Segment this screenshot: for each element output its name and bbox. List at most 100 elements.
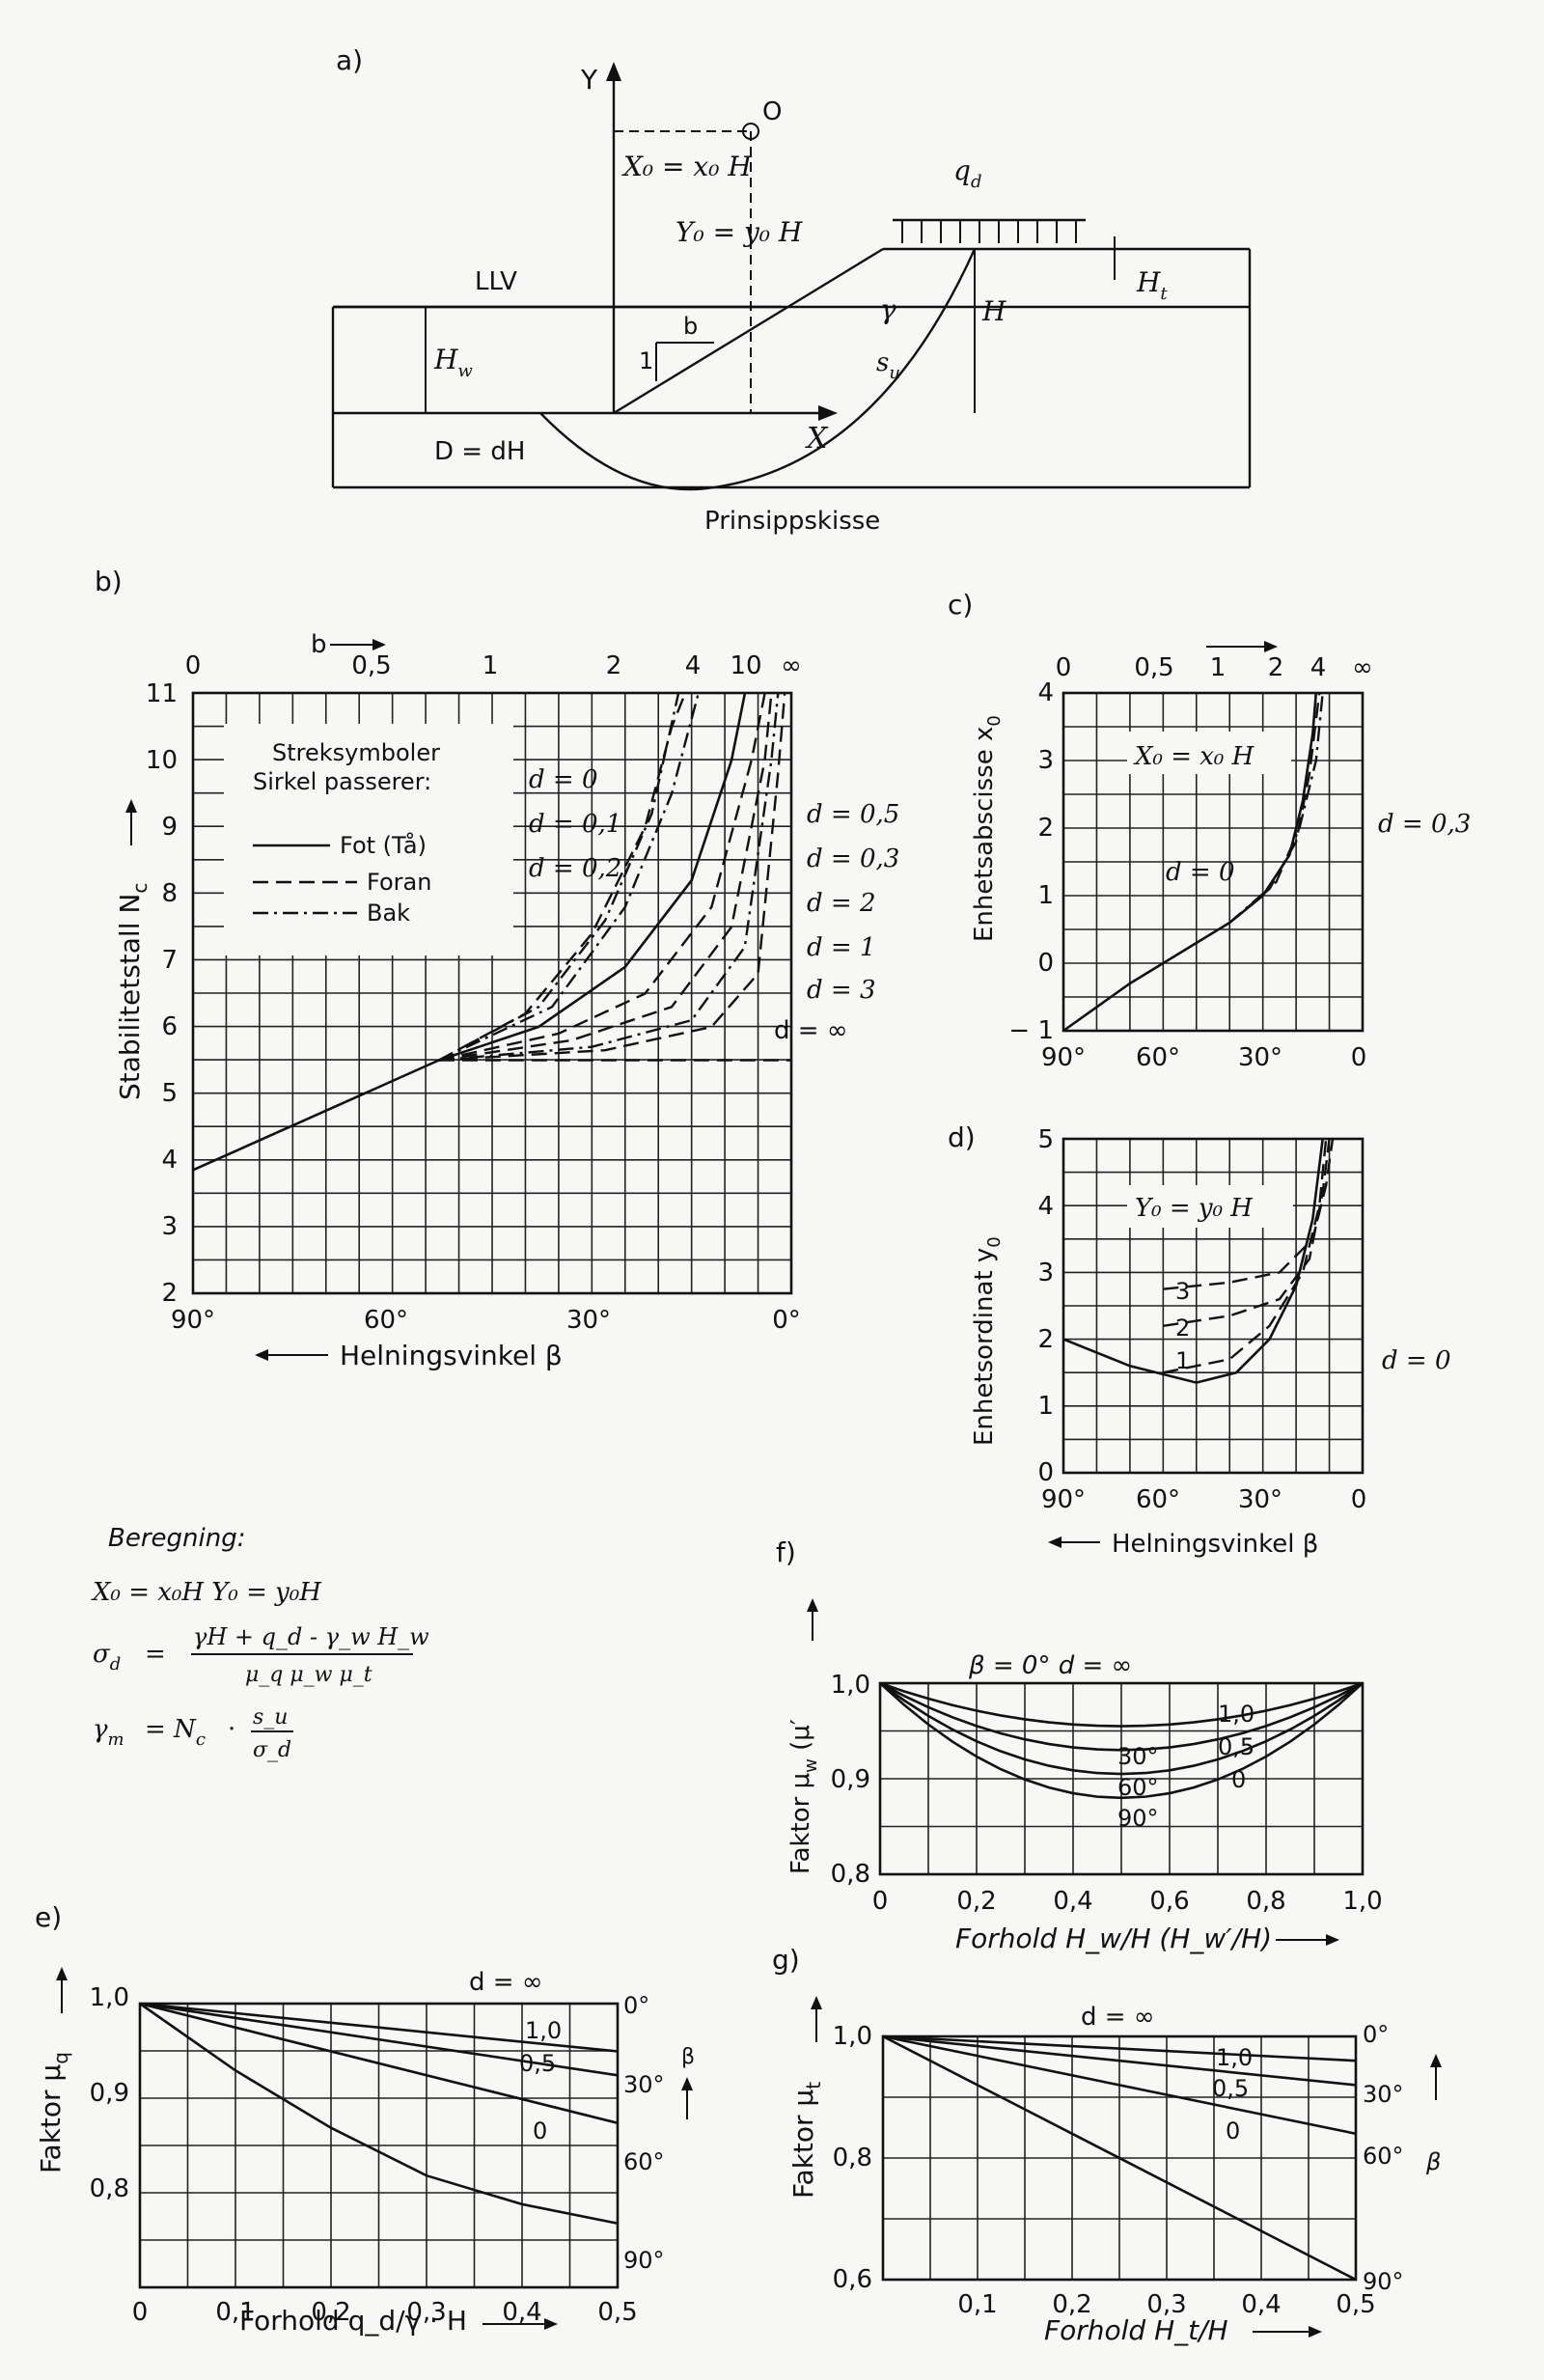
panel-f-header: β = 0° d = ∞ xyxy=(968,1651,1132,1680)
panel-b-top-tick: 2 xyxy=(606,651,622,680)
panel-e-ytick: 1,0 xyxy=(90,1983,129,2012)
label-d-d0: d = 0 xyxy=(1382,1346,1451,1375)
unit-weight-gamma: γ xyxy=(880,293,896,325)
panel-c-top-tick: 0 xyxy=(1056,653,1072,682)
label-e-05: 0,5 xyxy=(519,2050,556,2077)
panel-b-ytick: 3 xyxy=(161,1212,178,1241)
panel-f-xtick: 0,6 xyxy=(1149,1887,1189,1916)
calc-line-1: X₀ = x₀H Y₀ = y₀H xyxy=(91,1578,322,1607)
panel-d-grid-frame xyxy=(1062,1137,1365,1475)
panel-c-ylabel: Enhetsabscisse x0 xyxy=(970,715,1005,942)
panel-d-formula: Y₀ = y₀ H xyxy=(1135,1194,1254,1223)
panel-c-label: c) xyxy=(948,589,973,621)
curve-base xyxy=(192,1059,440,1172)
panel-g-xtick: 0,4 xyxy=(1241,2290,1281,2319)
panel-d-xtick: 0 xyxy=(1351,1485,1367,1514)
panel-d-xtick: 60° xyxy=(1136,1485,1180,1514)
panel-f-xtick: 1,0 xyxy=(1342,1887,1382,1916)
panel-g-chart: g) 0,6 0,8 1,0 0,1 0,2 0,3 0,4 0,5 0° 30° 60° 90° d… xyxy=(772,1944,1442,2346)
panel-b-curves xyxy=(192,693,791,1172)
panel-b-xtick: 60° xyxy=(364,1306,408,1335)
panel-f-ytick: 1,0 xyxy=(831,1671,870,1700)
curve-c-d1 xyxy=(1228,692,1324,924)
panel-g-xtick: 0,1 xyxy=(957,2290,997,2319)
panel-c-ytick: 2 xyxy=(1037,814,1054,843)
center-point-o: O xyxy=(762,97,782,126)
curve-b-5 xyxy=(438,693,773,1062)
panel-c-xtick: 0 xyxy=(1351,1043,1367,1072)
panel-c-ytick: 1 xyxy=(1037,881,1054,910)
panel-d-ytick: 0 xyxy=(1037,1458,1054,1487)
panel-g-ytick: 0,6 xyxy=(833,2265,872,2294)
curve-f-90 xyxy=(879,1682,1364,1800)
panel-e-ytick: 0,9 xyxy=(90,2079,129,2108)
panel-g-label: g) xyxy=(772,1944,800,1976)
panel-b-top-tick: 1 xyxy=(482,651,499,680)
panel-f-grid-frame xyxy=(878,1681,1365,1876)
panel-g-grid xyxy=(881,2034,1358,2282)
panel-f-ylabel: Faktor μw (μ′ xyxy=(786,1719,821,1874)
curve-d-1 xyxy=(1163,1138,1328,1374)
panel-b-ticks: 2 3 4 5 6 7 8 9 10 11 90° 60° 30° 0° 0 0,5 1 2 4 10 ∞ xyxy=(146,651,802,1335)
legend-box xyxy=(224,724,513,955)
label-f-d05: 0,5 xyxy=(1218,1733,1254,1760)
label-c-d0: d = 0 xyxy=(1166,858,1235,887)
curve-e-60deg xyxy=(139,2002,619,2125)
panel-e-chart: e) 0,80,91,00 0,1 0,2 0,3 0,4 0,50°30°60°90° … xyxy=(35,1901,695,2337)
panel-d-label: d) xyxy=(948,1121,976,1153)
panel-b-top-tick: 0,5 xyxy=(351,651,391,680)
label-g-05: 0,5 xyxy=(1212,2075,1249,2102)
panel-c-top-tick: 2 xyxy=(1268,653,1284,682)
x0-formula: X₀ = x₀ H xyxy=(621,151,752,182)
calc-title: Beregning: xyxy=(108,1524,245,1553)
curve-b-6 xyxy=(438,693,780,1062)
panel-e-xtick: 0 xyxy=(132,2298,149,2327)
curve-f-60 xyxy=(879,1681,1364,1776)
curve-g-60deg xyxy=(882,2034,1357,2136)
label-d02: d = 0,2 xyxy=(529,854,621,883)
curve-g-30deg xyxy=(882,2034,1357,2087)
slope-rise-1: 1 xyxy=(639,347,653,374)
panel-b-ytick: 4 xyxy=(161,1146,178,1175)
label-d2: d = 2 xyxy=(807,889,876,918)
curve-g-0deg xyxy=(882,2034,1357,2062)
panel-f-chart: f) 0,8 0,9 1,0 0 0,2 0,4 0,6 0,8 1,0 β = 0° d = … xyxy=(776,1536,1383,1954)
curve-f-d10 xyxy=(879,1681,1364,1728)
y-axis-letter: Y xyxy=(580,64,598,96)
panel-c-top-tick: 4 xyxy=(1310,653,1327,682)
curve-e-0deg xyxy=(139,2002,619,2053)
panel-b-grid xyxy=(191,691,793,1295)
label-f-60: 60° xyxy=(1117,1774,1159,1801)
curve-e-30deg xyxy=(139,2002,619,2077)
curve-f-30 xyxy=(879,1681,1364,1752)
label-d01: d = 0,1 xyxy=(529,810,621,839)
curve-e-90deg xyxy=(139,2002,619,2225)
panel-d-ylabel: Enhetsordinat y0 xyxy=(970,1236,1005,1446)
panel-f-xlabel: Forhold H_w/H (H_w′/H) xyxy=(955,1923,1272,1954)
label-d-3: 3 xyxy=(1175,1278,1190,1305)
panel-d-ytick: 5 xyxy=(1037,1125,1054,1154)
panel-c-ytick: 4 xyxy=(1037,678,1054,707)
panel-c-ytick: 0 xyxy=(1037,949,1054,978)
label-e-10: 1,0 xyxy=(525,2017,562,2044)
panel-b-ytick: 9 xyxy=(161,813,178,842)
curve-b-3 xyxy=(438,693,747,1062)
panel-g-ylabel: Faktor μt xyxy=(787,2082,825,2199)
load-qd: qd xyxy=(953,154,981,192)
panel-d-ytick: 2 xyxy=(1037,1325,1054,1354)
curve-c-d0 xyxy=(1062,692,1318,1033)
panel-f-xtick: 0,4 xyxy=(1053,1887,1092,1916)
curve-b-7 xyxy=(438,693,786,1062)
legend-dashed: Foran xyxy=(367,869,431,896)
panel-b-ytick: 6 xyxy=(161,1012,178,1041)
panel-b-ytick: 7 xyxy=(161,946,178,975)
panel-b-chart: b) 2 3 4 5 6 7 8 9 10 11 90° 60° 30° 0° 0 0,5 1 2 4 10 ∞ b S… xyxy=(95,566,899,1371)
calc-sigma: σd xyxy=(93,1640,121,1674)
legend-title-1: Streksymboler xyxy=(272,739,440,766)
y0-formula: Y₀ = y₀ H xyxy=(676,216,803,248)
label-f-d10: 1,0 xyxy=(1218,1701,1254,1728)
label-d-1: 1 xyxy=(1175,1347,1190,1374)
panel-b-ytick: 11 xyxy=(146,679,178,708)
curve-b-1 xyxy=(438,693,680,1062)
